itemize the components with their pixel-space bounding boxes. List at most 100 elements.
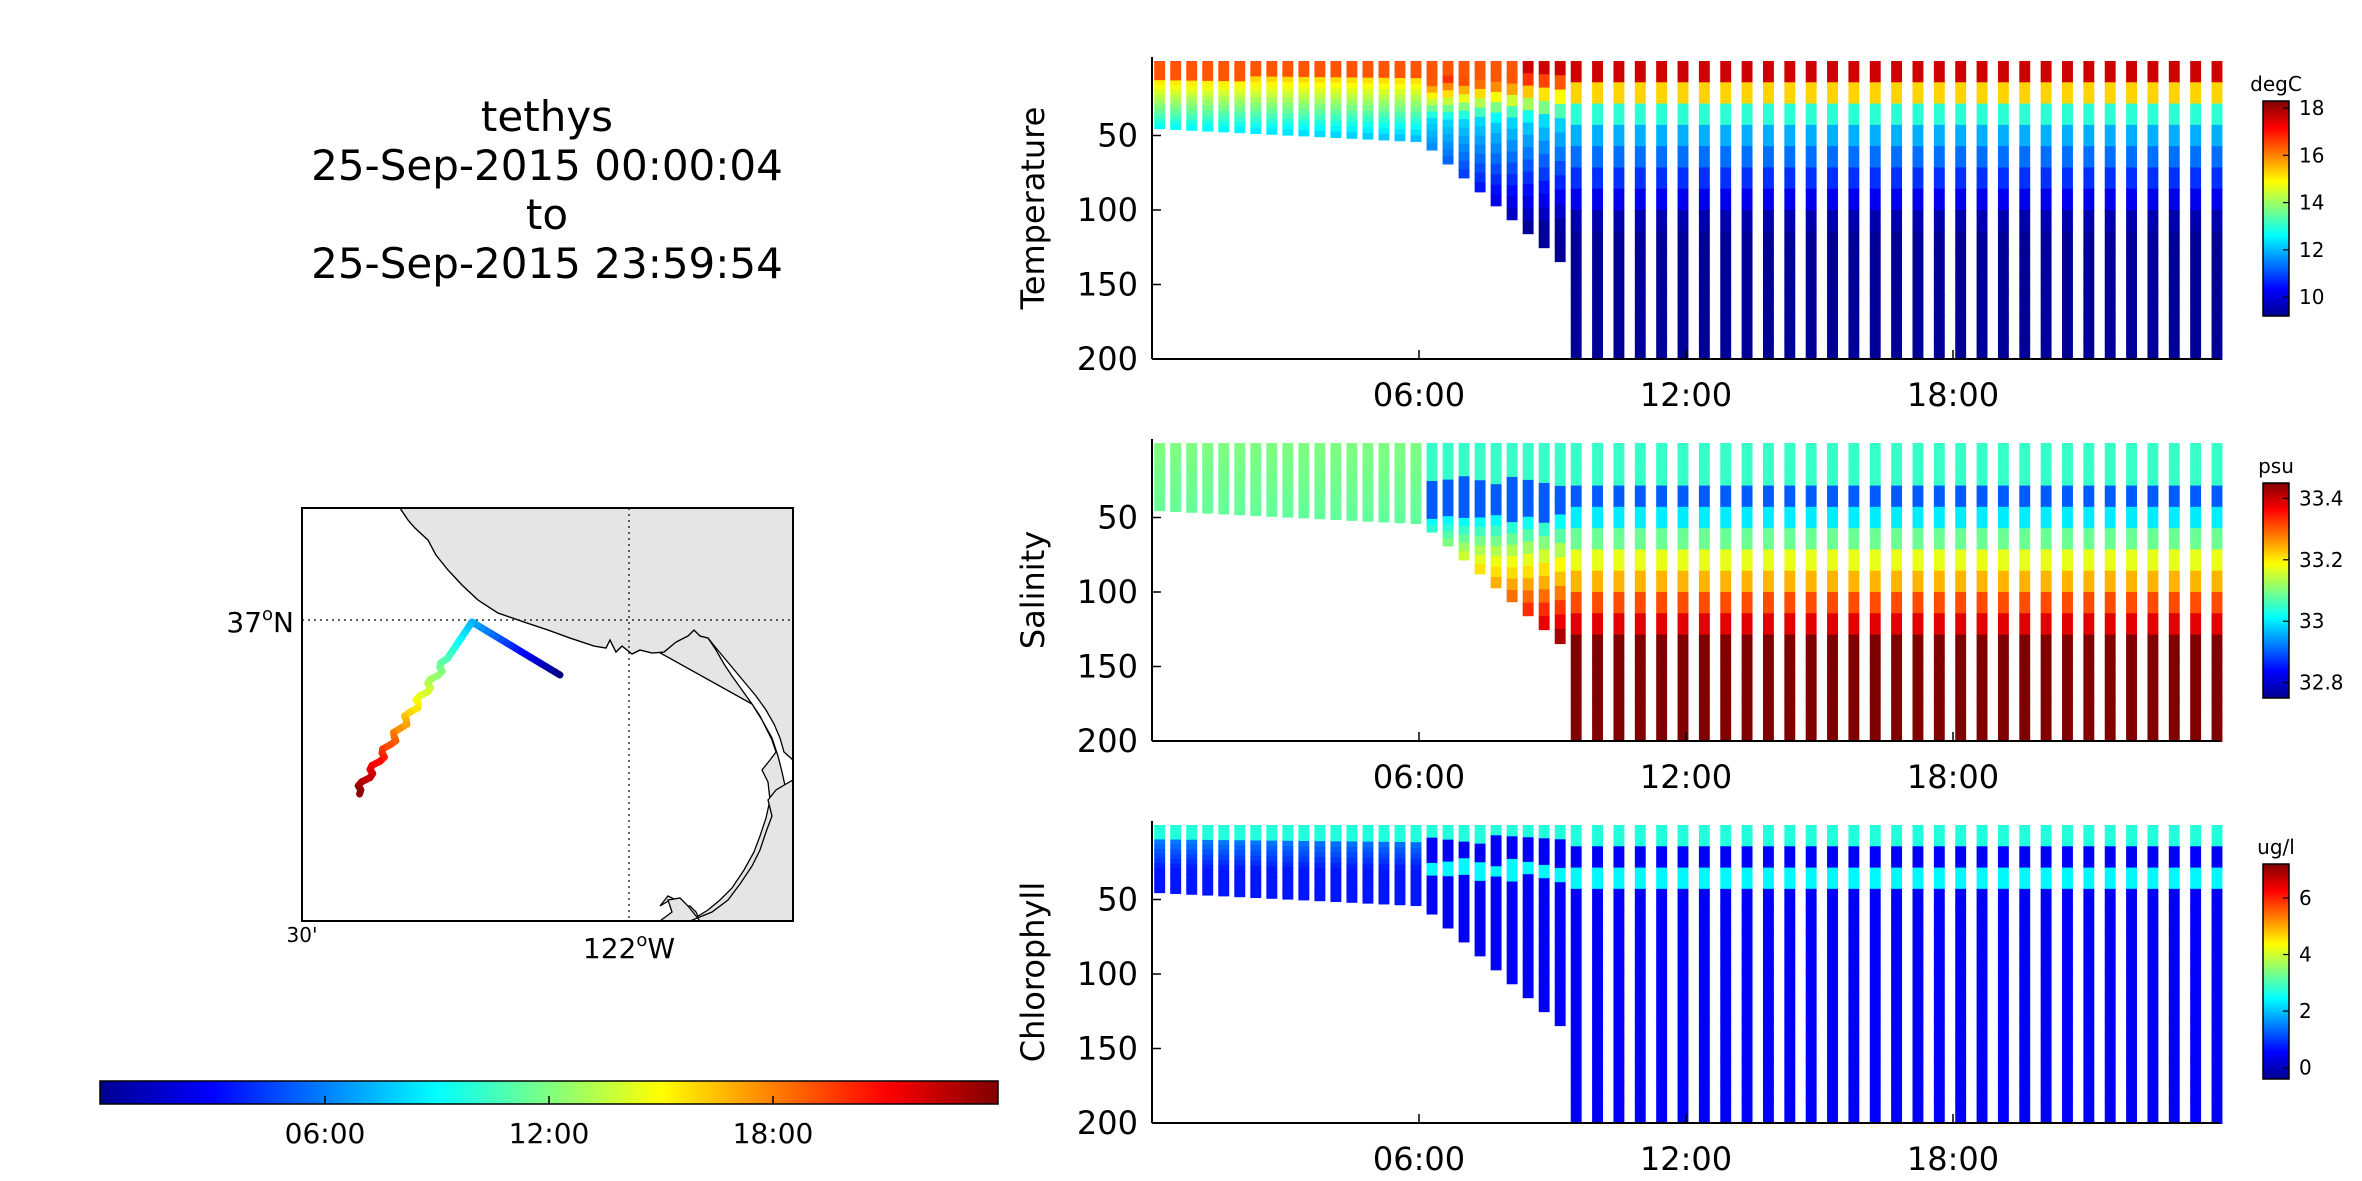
profile-segment [1570,506,1582,530]
profile-segment [1805,528,1817,551]
profile-segment [1720,677,1732,700]
profile-segment [1634,146,1646,169]
profile-segment [2062,188,2073,211]
profile-segment [1592,570,1604,593]
profile-segment [1848,273,1860,297]
profile-segment [2019,952,2031,975]
profile-segment [1362,874,1374,882]
profile-segment [1346,71,1358,79]
profile-segment [2168,1037,2180,1061]
profile-segment [2126,273,2138,297]
profile-segment [1656,888,1668,912]
profile-segment [1442,508,1454,518]
profile-segment [1762,1016,1774,1039]
profile-segment [1186,506,1198,513]
profile-segment [1848,1059,1860,1082]
profile-segment [1912,677,1924,700]
profile-segment [1298,846,1310,853]
profile-segment [2147,82,2159,105]
profile-segment [1250,66,1262,73]
profile-segment [1912,252,1924,275]
profile-segment [1634,634,1646,657]
profile-segment [1234,860,1246,867]
profile-segment [2062,931,2073,954]
profile-segment [2104,592,2116,615]
profile-segment [1976,1059,1988,1082]
profile-segment [1298,114,1310,121]
profile-segment [2126,549,2138,572]
profile-segment [1314,830,1326,837]
profile-segment [1490,153,1502,166]
profile-segment [1170,849,1182,856]
profile-segment [1613,103,1625,126]
profile-segment [1506,533,1518,546]
profile-segment [1554,953,1566,969]
profile-segment [1554,514,1566,530]
profile-segment [1330,126,1342,133]
profile-segment [1570,698,1582,721]
profile-segment [1282,87,1294,94]
profile-segment [1266,458,1278,465]
profile-segment [1827,719,1838,742]
profile-segment [1997,974,2009,997]
profile-segment [1827,528,1838,551]
profile-segment [1869,974,1881,997]
profile-segment [2168,252,2180,275]
profile-segment [1634,1037,1646,1061]
profile-segment [1426,130,1438,138]
profile-segment [1186,105,1198,112]
profile-segment [1570,549,1582,572]
profile-segment [1346,846,1358,854]
profile-segment [1218,825,1230,832]
profile-segment [1976,1101,1988,1124]
profile-segment [1720,273,1732,297]
profile-segment [1538,114,1550,129]
profile-segment [1554,614,1566,630]
profile-segment [1250,489,1262,496]
profile-segment [1522,578,1534,592]
profile-segment [1762,570,1774,593]
profile-segment [1458,866,1470,876]
profile-segment [1848,719,1860,742]
profile-segment [1490,164,1502,176]
profile-segment [1186,457,1198,464]
profile-segment [1677,316,1689,339]
profile-segment [2040,719,2052,742]
profile-segment [1314,512,1326,520]
profile-segment [2019,698,2031,721]
profile-segment [1933,231,1945,254]
profile-segment [1976,888,1988,912]
profile-segment [2062,485,2073,508]
profile-segment [1698,210,1710,233]
profile-segment [2190,974,2202,997]
profile-segment [2190,1059,2202,1082]
profile-segment [1805,825,1817,848]
profile-segment [1805,1037,1817,1061]
profile-segment [1827,210,1838,233]
profile-segment [1720,1080,1732,1103]
profile-segment [1298,474,1310,482]
profile-segment [1656,337,1668,360]
profile-segment [1976,570,1988,593]
profile-segment [2211,846,2223,869]
profile-segment [1362,885,1374,893]
profile-segment [1698,825,1710,848]
profile-segment [1784,846,1796,869]
profile-segment [2147,570,2159,593]
profile-segment [1266,835,1278,842]
profile-segment [1250,881,1262,888]
profile-segment [1592,825,1604,848]
profile-segment [1570,867,1582,890]
profile-segment [2211,443,2223,466]
profile-segment [1490,959,1502,971]
profile-segment [1805,995,1817,1018]
profile-segment [1170,506,1182,512]
profile-segment [1912,698,1924,721]
profile-segment [1997,825,2009,848]
profile-segment [1378,482,1390,489]
profile-segment [1741,974,1753,997]
profile-segment [2168,188,2180,211]
profile-segment [2126,1059,2138,1082]
profile-segment [1314,87,1326,95]
profile-segment [1314,61,1326,68]
